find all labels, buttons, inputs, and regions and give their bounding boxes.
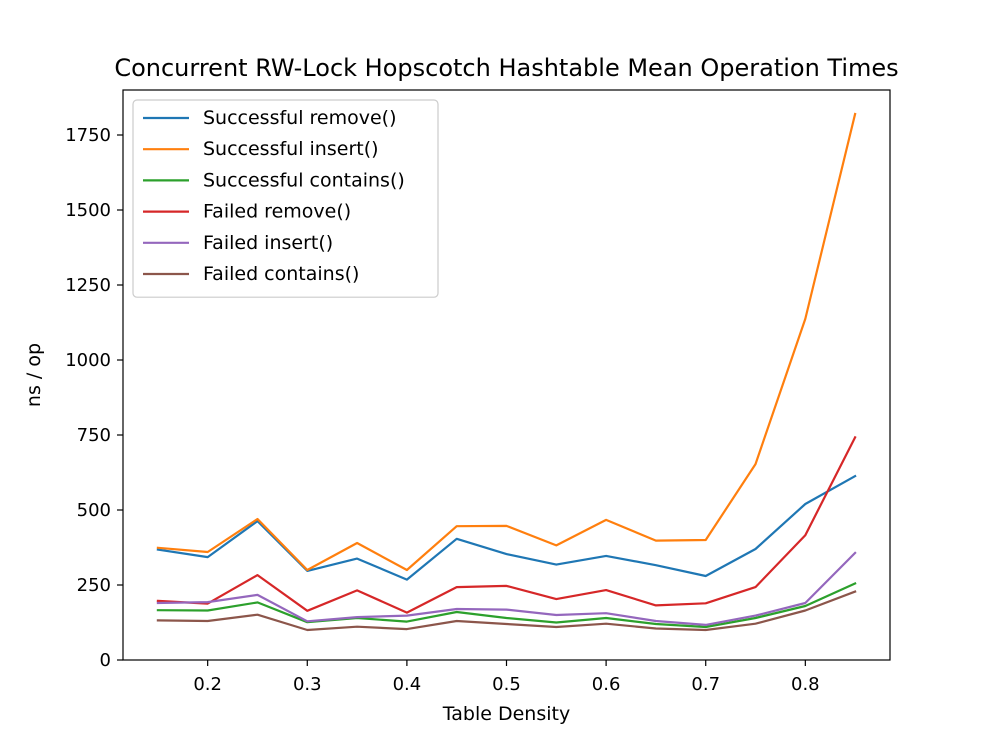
y-tick-label: 1000 [65, 350, 111, 371]
x-tick-label: 0.5 [492, 674, 521, 695]
x-axis-label: Table Density [442, 703, 570, 725]
y-tick-label: 0 [100, 650, 111, 671]
x-tick-label: 0.7 [691, 674, 720, 695]
series-line-6 [156, 590, 857, 632]
x-tick-label: 0.3 [293, 674, 322, 695]
x-tick-label: 0.8 [791, 674, 820, 695]
x-axis: 0.2 0.3 0.4 0.5 0.6 0.7 0.8 [193, 660, 820, 695]
series-layer [156, 112, 857, 632]
y-axis: 0 250 500 750 1000 1250 1500 1750 [65, 125, 123, 671]
series-line-5 [156, 551, 857, 627]
chart-title: Concurrent RW-Lock Hopscotch Hashtable M… [114, 54, 898, 82]
y-tick-label: 1750 [65, 125, 111, 146]
x-tick-label: 0.2 [193, 674, 222, 695]
y-tick-label: 750 [77, 425, 111, 446]
legend-label: Successful insert() [203, 138, 379, 160]
x-tick-label: 0.6 [592, 674, 621, 695]
y-tick-label: 1250 [65, 275, 111, 296]
legend-box [132, 99, 439, 298]
legend: Successful remove() Successful insert() Su… [132, 99, 439, 298]
legend-label: Failed contains() [203, 263, 359, 285]
x-tick-label: 0.4 [393, 674, 422, 695]
y-tick-label: 500 [77, 500, 111, 521]
legend-label: Failed insert() [203, 232, 333, 254]
y-axis-label: ns / op [23, 343, 45, 407]
legend-label: Successful remove() [203, 107, 397, 129]
series-line-4 [156, 435, 857, 614]
legend-label: Failed remove() [203, 201, 351, 223]
series-line-3 [156, 582, 857, 629]
y-tick-label: 1500 [65, 200, 111, 221]
series-line-2 [156, 112, 857, 572]
series-line-1 [156, 474, 857, 581]
legend-label: Successful contains() [203, 169, 405, 191]
y-tick-label: 250 [77, 575, 111, 596]
